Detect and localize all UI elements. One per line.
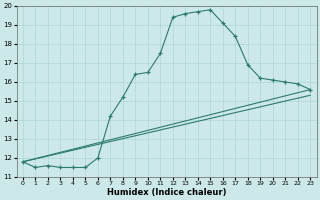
X-axis label: Humidex (Indice chaleur): Humidex (Indice chaleur) bbox=[107, 188, 226, 197]
